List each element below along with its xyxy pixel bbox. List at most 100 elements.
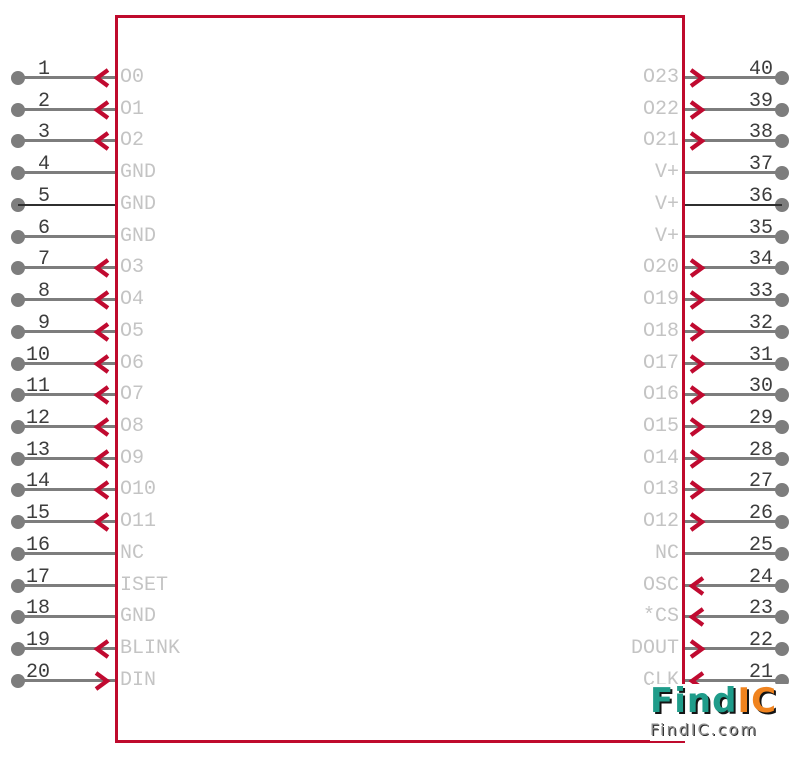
pin-34-line: [685, 266, 782, 270]
pin-28-dot: [775, 451, 789, 466]
pin-20-label: DIN: [120, 668, 157, 692]
pin-39-label: O22: [642, 97, 679, 121]
pin-31-label: O17: [642, 351, 679, 375]
pin-22-label: DOUT: [630, 637, 679, 661]
pin-38-direction-arrow-out: [689, 131, 706, 152]
pin-24-dot: [775, 578, 789, 593]
pin-23-number: 23: [748, 597, 773, 621]
pin-11-line: [18, 393, 115, 397]
pin-32-line: [685, 329, 782, 333]
pin-19-line: [18, 647, 115, 651]
logo-text-find: Find: [650, 681, 738, 721]
pin-14-label: O10: [120, 478, 157, 502]
pin-13-line: [18, 456, 115, 460]
logo-text-ic: IC: [737, 681, 778, 721]
pin-32-label: O18: [642, 319, 679, 343]
pin-24-line: [685, 583, 782, 587]
pin-9-number: 9: [37, 311, 50, 335]
pin-23-label: *CS: [642, 605, 679, 629]
pin-21-number: 21: [748, 660, 773, 684]
pin-28-number: 28: [748, 438, 773, 462]
pin-33-direction-arrow-out: [689, 290, 706, 310]
pin-32-direction-arrow-out: [689, 322, 706, 342]
pin-30-number: 30: [748, 375, 773, 399]
pin-3-direction-arrow-out: [93, 131, 110, 152]
pin-1-number: 1: [37, 58, 50, 81]
pin-7-label: O3: [120, 256, 145, 280]
pin-38-label: O21: [642, 129, 679, 153]
pin-19-direction-arrow-out: [93, 639, 110, 659]
pin-12-direction-arrow-out: [93, 417, 110, 437]
pin-18-label: GND: [120, 605, 157, 629]
pin-9-line: [18, 329, 115, 333]
pin-37-number: 37: [748, 153, 773, 177]
pin-20-line: [18, 678, 115, 682]
pin-32-dot: [775, 324, 789, 339]
pin-9-label: O5: [120, 319, 145, 343]
pin-25-label: NC: [654, 541, 679, 565]
pin-7-number: 7: [37, 248, 50, 272]
pin-15-direction-arrow-out: [93, 512, 110, 532]
pin-36-dot: [775, 197, 789, 212]
pin-35-line: [685, 234, 782, 238]
pin-23-dot: [775, 610, 789, 625]
pin-6-number: 6: [37, 216, 50, 240]
pin-34-number: 34: [748, 248, 773, 272]
pin-14-line: [18, 488, 115, 492]
pin-17-line: [18, 583, 115, 587]
pin-12-line: [18, 425, 115, 429]
pin-16-line: [18, 551, 115, 555]
pin-34-dot: [775, 261, 789, 276]
pin-3-label: O2: [120, 129, 145, 153]
pin-31-line: [685, 361, 782, 365]
pin-16-number: 16: [25, 533, 50, 557]
pin-25-dot: [775, 546, 789, 561]
pin-20-direction-arrow-in: [94, 671, 111, 691]
pin-13-number: 13: [25, 438, 50, 462]
pin-17-label: ISET: [120, 573, 169, 597]
pin-4-line: [18, 171, 115, 175]
pin-27-dot: [775, 483, 789, 498]
pin-2-label: O1: [120, 97, 145, 121]
findic-logo: FindIC FindIC.com: [650, 684, 800, 741]
pin-34-direction-arrow-out: [689, 258, 706, 279]
pin-39-direction-arrow-out: [689, 100, 706, 120]
pin-28-direction-arrow-out: [689, 449, 706, 469]
pin-6-label: GND: [120, 224, 157, 248]
pin-11-number: 11: [25, 375, 50, 399]
pin-10-line: [18, 361, 115, 365]
pin-5-number: 5: [37, 184, 50, 208]
pin-12-label: O8: [120, 415, 145, 439]
pin-6-line: [18, 234, 115, 238]
pin-36-label: V+: [654, 192, 679, 216]
pin-19-number: 19: [25, 629, 50, 653]
pin-33-dot: [775, 293, 789, 308]
pin-20-number: 20: [25, 660, 50, 684]
pin-30-label: O16: [642, 383, 679, 407]
pin-37-dot: [775, 166, 789, 181]
pin-40-line: [685, 76, 782, 79]
pin-35-label: V+: [654, 224, 679, 248]
pin-38-dot: [775, 134, 789, 149]
pin-15-label: O11: [120, 510, 157, 534]
pin-26-number: 26: [748, 502, 773, 526]
pin-11-label: O7: [120, 383, 145, 407]
pin-33-line: [685, 298, 782, 302]
pin-35-number: 35: [748, 216, 773, 240]
pin-22-line: [685, 647, 782, 651]
pin-26-line: [685, 520, 782, 524]
findic-domain-text: FindIC.com: [650, 720, 758, 739]
pin-4-label: GND: [120, 161, 157, 185]
pin-9-direction-arrow-out: [93, 322, 110, 342]
pin-15-number: 15: [25, 502, 50, 526]
pin-24-direction-arrow-in: [688, 575, 705, 596]
pin-30-direction-arrow-out: [689, 385, 706, 405]
pin-39-line: [685, 107, 782, 111]
pin-40-direction-arrow-out: [689, 68, 706, 88]
pin-5-label: GND: [120, 192, 157, 216]
pin-10-number: 10: [25, 343, 50, 367]
pin-39-number: 39: [748, 89, 773, 113]
pin-36-line: [685, 203, 782, 206]
pin-26-direction-arrow-out: [689, 512, 706, 532]
pin-33-number: 33: [748, 280, 773, 304]
